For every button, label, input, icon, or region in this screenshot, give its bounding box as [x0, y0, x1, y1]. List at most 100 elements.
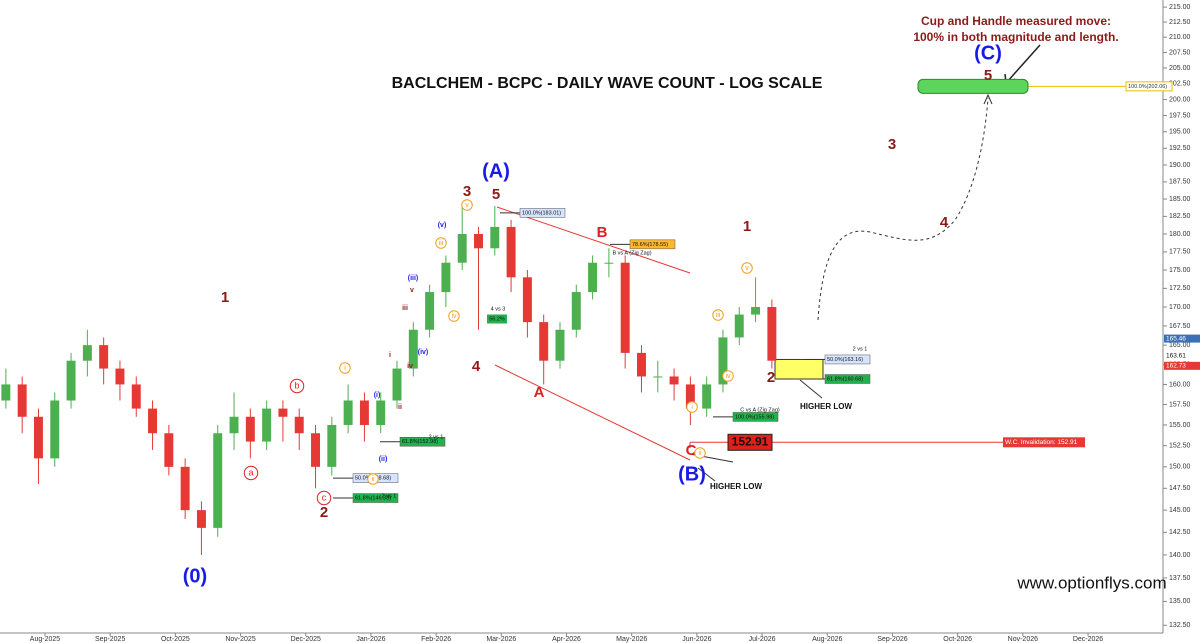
candle-body: [588, 262, 598, 293]
annotation: iii: [402, 305, 408, 312]
annotation: HIGHER LOW: [800, 402, 852, 411]
x-tick-label: Sep-2025: [95, 636, 125, 643]
y-tick-label: 155.00: [1169, 422, 1191, 429]
wave-circle: [448, 310, 460, 322]
fib-tag: [399, 436, 446, 447]
annotation: ii: [698, 450, 702, 457]
annotation: 2 vs 1: [382, 493, 397, 499]
candle-body: [490, 226, 500, 249]
x-tick-label: Dec-2026: [1073, 636, 1103, 643]
annotation: B: [597, 224, 608, 241]
y-tick-label: 182.50: [1169, 213, 1191, 220]
candle-body: [131, 384, 141, 409]
y-tick-label: 215.00: [1169, 4, 1191, 11]
pointer: [697, 467, 716, 482]
annotation: iii: [439, 240, 444, 247]
candle-body: [669, 376, 679, 385]
pointer: [799, 379, 823, 399]
candle-body: [311, 433, 321, 467]
fib-label: 61.8%(152.98): [402, 439, 438, 445]
annotation: (iii): [408, 275, 419, 282]
y-tick-label: 135.00: [1169, 598, 1191, 605]
annotation: v: [465, 202, 469, 209]
candle-body: [457, 234, 467, 263]
annotation: Cup and Handle measured move:: [921, 14, 1111, 28]
x-tick-label: Nov-2026: [1008, 636, 1038, 643]
target-label: 100.0%(202.06): [1128, 84, 1167, 90]
annotation: i: [389, 352, 391, 359]
annotation: B vs A (Zig Zag): [612, 250, 651, 256]
annotation: 3: [888, 136, 896, 153]
y-tick-label: 142.50: [1169, 529, 1191, 536]
annotation: HIGHER LOW: [710, 482, 762, 491]
invalidation-label: W.C. Invalidation: 152.91: [1005, 439, 1078, 446]
wave-circle: [712, 309, 724, 321]
candle-body: [441, 262, 451, 293]
candle-body: [180, 466, 190, 511]
candle-body: [196, 510, 206, 528]
price-tag-label: 163.61: [1166, 353, 1186, 360]
price-tag-label: 162.73: [1166, 363, 1186, 370]
x-tick-label: Aug-2025: [30, 636, 60, 643]
y-tick-label: 152.50: [1169, 443, 1191, 450]
candle-body: [506, 226, 516, 278]
annotation: 5: [984, 67, 992, 84]
annotation: ii: [398, 404, 402, 411]
y-tick-label: 150.00: [1169, 464, 1191, 471]
wave-circle: [722, 370, 734, 382]
target-box: [917, 78, 1029, 94]
candle-body: [213, 433, 223, 528]
price-tag: [1164, 351, 1200, 360]
candle-body: [33, 416, 43, 459]
x-tick-label: Jan-2026: [356, 636, 385, 643]
wave-circle: [686, 401, 698, 413]
x-tick-label: Apr-2026: [552, 636, 581, 643]
candle-body: [522, 277, 532, 323]
invalidation-box-label: 152.91: [732, 434, 769, 448]
fib-label: 61.8%(160.68): [827, 376, 863, 382]
wave-tag: [487, 314, 507, 324]
annotation: 4 vs 3: [491, 306, 506, 312]
candle-body: [604, 262, 614, 264]
fib-tag: [824, 374, 871, 384]
x-tick-label: Aug-2026: [812, 636, 842, 643]
candle-body: [734, 314, 744, 338]
callout-arrow: [1006, 44, 1041, 83]
annotation: 1: [743, 218, 751, 235]
y-tick-label: 175.00: [1169, 267, 1191, 274]
y-tick-label: 180.00: [1169, 231, 1191, 238]
annotation: c: [322, 492, 327, 502]
annotation: i: [344, 365, 346, 372]
candle-body: [359, 400, 369, 425]
price-tag: [1164, 361, 1200, 370]
candle-body: [767, 307, 777, 361]
candle-body: [148, 408, 158, 434]
fib-tag: [519, 208, 566, 218]
wave-circle: [435, 237, 447, 249]
y-tick-label: 157.50: [1169, 401, 1191, 408]
retracement-zone: [774, 358, 824, 380]
fib-tag: [352, 493, 399, 503]
annotation: (i): [374, 392, 381, 399]
y-tick-label: 132.50: [1169, 622, 1191, 629]
y-tick-label: 202.50: [1169, 80, 1191, 87]
wave-circle: [289, 378, 305, 394]
x-tick-label: May-2026: [616, 636, 647, 643]
y-tick-label: 147.50: [1169, 485, 1191, 492]
candle-body: [555, 329, 565, 361]
wave-circle: [694, 447, 706, 459]
annotation: 4: [940, 214, 949, 231]
candle-body: [50, 400, 60, 459]
candle-body: [327, 424, 337, 467]
annotation: 2 vs 1: [853, 346, 868, 352]
annotation: iv: [725, 373, 731, 380]
candle-body: [408, 329, 418, 369]
annotation: i: [691, 404, 693, 411]
fib-tag: [824, 354, 871, 365]
x-tick-label: Mar-2026: [486, 636, 516, 643]
candle-body: [1, 384, 11, 401]
annotation: 4: [472, 358, 481, 375]
projection-arrow: [817, 97, 989, 321]
